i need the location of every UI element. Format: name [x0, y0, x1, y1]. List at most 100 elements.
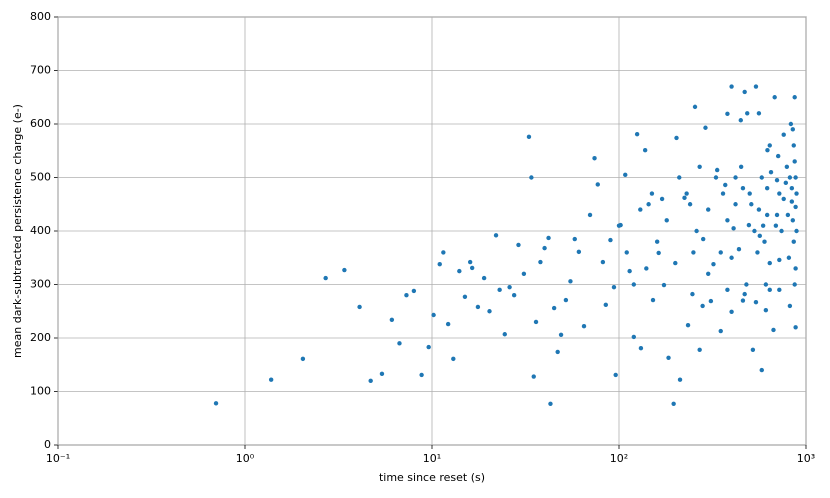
point	[763, 282, 769, 287]
point	[603, 302, 609, 308]
point	[753, 299, 759, 305]
point	[750, 347, 756, 352]
point	[755, 250, 760, 255]
point	[791, 143, 796, 148]
point	[664, 218, 669, 223]
x-tick-label: 10³	[797, 452, 815, 465]
point	[767, 287, 772, 293]
point	[787, 175, 793, 180]
point	[611, 284, 617, 290]
point	[762, 239, 767, 244]
point	[397, 341, 402, 346]
point	[745, 111, 750, 116]
point	[431, 312, 436, 318]
point	[342, 267, 347, 273]
y-axis-label: mean dark-subtracted persistence charge …	[11, 104, 24, 358]
point	[419, 372, 424, 378]
x-tick-label: 10⁻¹	[46, 452, 70, 465]
point	[781, 196, 786, 202]
point	[592, 156, 597, 161]
point	[742, 291, 747, 297]
point	[623, 172, 628, 178]
point	[720, 191, 726, 196]
point	[404, 293, 409, 298]
point	[558, 332, 564, 337]
y-tick-label: 0	[44, 438, 51, 451]
point	[659, 196, 665, 202]
point	[718, 250, 723, 255]
point	[700, 303, 705, 309]
point	[700, 236, 706, 242]
point	[644, 266, 649, 271]
point	[542, 245, 547, 251]
point	[790, 127, 796, 132]
point	[666, 355, 671, 360]
x-axis-label: time since reset (s)	[379, 471, 485, 484]
point	[613, 372, 618, 378]
point	[711, 261, 716, 267]
point	[764, 212, 770, 218]
point	[595, 182, 600, 187]
point	[587, 212, 593, 218]
point	[793, 204, 798, 210]
point	[785, 212, 791, 218]
point	[794, 191, 799, 196]
point	[731, 226, 736, 231]
point	[729, 309, 734, 314]
point	[789, 199, 795, 204]
point	[777, 287, 782, 293]
point	[790, 218, 796, 223]
point	[738, 118, 743, 123]
point	[725, 111, 730, 117]
point	[713, 175, 719, 180]
point	[793, 175, 798, 180]
point	[671, 401, 676, 407]
point	[684, 191, 689, 196]
point	[793, 325, 798, 330]
point	[661, 282, 667, 288]
point	[772, 95, 777, 100]
x-tick-label: 10⁰	[236, 452, 255, 465]
point	[749, 202, 754, 207]
point	[531, 374, 536, 379]
point	[764, 186, 770, 191]
point	[649, 191, 655, 196]
y-tick-label: 200	[30, 331, 51, 344]
point	[677, 175, 682, 180]
point	[538, 259, 543, 265]
point	[631, 334, 637, 340]
point	[521, 271, 527, 276]
x-tick-label: 10¹	[423, 452, 441, 465]
point	[777, 191, 782, 196]
point	[781, 132, 786, 137]
point	[634, 131, 640, 137]
point	[690, 291, 695, 297]
point	[656, 250, 661, 256]
point	[792, 282, 797, 287]
point	[697, 164, 702, 169]
point	[546, 235, 551, 241]
point	[703, 125, 708, 130]
point	[516, 242, 521, 248]
point	[555, 349, 560, 355]
point	[548, 401, 553, 407]
point	[687, 202, 693, 207]
x-tick-label: 10²	[610, 452, 628, 465]
point	[576, 249, 582, 255]
point	[608, 237, 613, 243]
point	[783, 180, 789, 186]
point	[779, 228, 784, 234]
point	[507, 284, 512, 290]
point	[692, 104, 698, 110]
point	[368, 378, 373, 383]
point	[740, 186, 746, 191]
point	[736, 246, 742, 252]
point	[502, 332, 507, 337]
y-tick-label: 700	[30, 64, 51, 77]
point	[600, 259, 606, 265]
point	[760, 223, 766, 228]
point	[759, 367, 764, 373]
y-tick-label: 400	[30, 224, 51, 237]
point	[697, 347, 702, 352]
